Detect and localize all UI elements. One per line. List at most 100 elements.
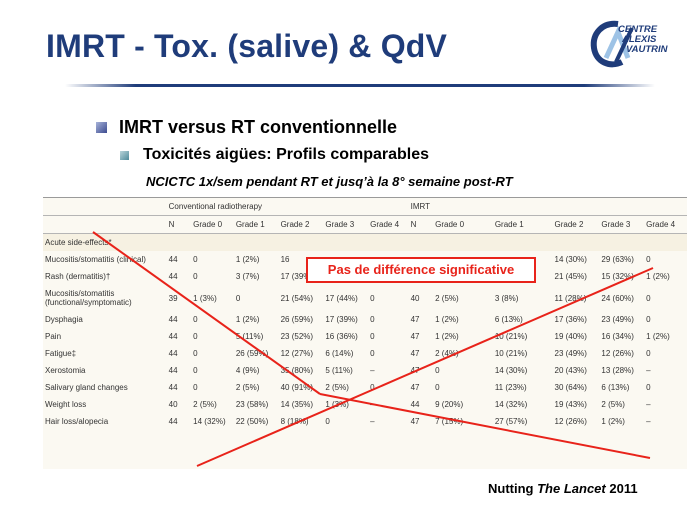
annotation-box: Pas de différence significative	[306, 257, 536, 283]
table-cell: 12 (26%)	[601, 349, 634, 358]
table-row: Xerostomia 44 0 4 (9%) 35 (80%) 5 (11%) – 47 0 14…	[43, 362, 687, 379]
logo-text: CENTRE ALEXIS VAUTRIN	[618, 25, 668, 55]
table-row: Dysphagia 44 0 1 (2%) 26 (59%) 17 (39%) 0 47 1 (…	[43, 311, 687, 328]
table-cell: 21 (45%)	[554, 272, 587, 281]
centre-alexis-vautrin-logo: CENTRE ALEXIS VAUTRIN	[588, 18, 678, 72]
table-cell: 1 (2%)	[235, 255, 260, 264]
table-cell: 26 (59%)	[280, 315, 314, 324]
table-cell: 1 (2%)	[646, 272, 670, 281]
column-header: Grade 4	[644, 215, 687, 234]
citation-author: Nutting	[488, 481, 534, 496]
table-cell: 44	[168, 383, 178, 392]
square-bullet-icon	[96, 122, 107, 133]
section-row: Acute side-effects*	[43, 233, 687, 251]
table-cell: 23 (49%)	[554, 349, 587, 358]
column-header: Grade 3	[323, 215, 369, 234]
table-cell: 3 (8%)	[494, 293, 519, 303]
table-row: Pain 44 0 5 (11%) 23 (52%) 16 (36%) 0 47 1 (2%) 1…	[43, 328, 687, 345]
table-cell: 23 (49%)	[601, 315, 634, 324]
table-cell: 1 (2%)	[235, 315, 260, 324]
table-cell: 40	[168, 400, 178, 409]
table-cell: 14 (35%)	[280, 400, 314, 409]
title-divider	[65, 84, 655, 87]
table-cell: 5 (11%)	[235, 332, 264, 341]
table-cell: 27 (57%)	[494, 417, 528, 426]
table-cell: 1 (2%)	[646, 332, 670, 341]
table-cell: –	[370, 366, 375, 375]
table-cell: 1 (2%)	[435, 332, 459, 341]
table-cell: 0	[193, 255, 198, 264]
table-cell: 2 (5%)	[235, 383, 260, 392]
table-cell: 4 (9%)	[235, 366, 260, 375]
methodology-note: NCICTC 1x/sem pendant RT et jusq’à la 8°…	[146, 174, 513, 189]
table-row: Mucositis/stomatitis (functional/symptom…	[43, 285, 687, 311]
column-header: Grade 0	[191, 215, 234, 234]
table-cell: 15 (32%)	[601, 272, 634, 281]
table-cell: 19 (40%)	[554, 332, 587, 341]
row-label: Xerostomia	[45, 366, 86, 375]
table-cell: 0	[193, 315, 198, 324]
table-cell: 40	[410, 293, 420, 303]
table-cell: 30 (64%)	[554, 383, 587, 392]
table-cell: 17 (39%)	[325, 315, 358, 324]
table-cell: 6 (13%)	[494, 315, 523, 324]
table-cell: 6 (14%)	[325, 349, 354, 358]
table-cell: 14 (30%)	[554, 255, 587, 264]
toxicity-table: Conventional radiotherapy IMRT N Grade 0…	[43, 198, 687, 430]
column-header: Grade 2	[552, 215, 600, 234]
table-cell: 16 (36%)	[325, 332, 358, 341]
table-cell: 0	[435, 366, 440, 375]
bullet-level-2: Toxicités aigües: Profils comparables	[120, 146, 429, 164]
row-label: Mucositis/stomatitis (functional/symptom…	[45, 289, 132, 307]
table-cell: 44	[168, 417, 178, 426]
table-cell: 22 (50%)	[235, 417, 269, 426]
group-header-conventional: Conventional radiotherapy	[166, 198, 409, 216]
table-cell: 0	[646, 255, 651, 264]
table-cell: 40 (91%)	[280, 383, 314, 392]
table-cell: 0	[193, 366, 198, 375]
table-cell: 0	[370, 332, 375, 341]
column-header: N	[408, 215, 434, 234]
table-cell: 0	[193, 272, 198, 281]
toxicity-table-image: Conventional radiotherapy IMRT N Grade 0…	[43, 197, 687, 469]
table-cell: 44	[168, 272, 178, 281]
table-cell: 6 (13%)	[601, 383, 630, 392]
table-cell: 3 (7%)	[235, 272, 260, 281]
citation-journal: The Lancet	[537, 481, 606, 496]
table-row: Weight loss 40 2 (5%) 23 (58%) 14 (35%) 1 (3%…	[43, 396, 687, 413]
square-bullet-icon	[120, 150, 129, 160]
table-cell: 1 (3%)	[325, 400, 349, 409]
table-cell: 26 (59%)	[235, 349, 269, 358]
row-label: Rash (dermatitis)†	[45, 272, 111, 281]
table-cell: 44	[168, 315, 178, 324]
table-cell: 2 (5%)	[193, 400, 217, 409]
column-header: Grade 4	[368, 215, 409, 234]
table-cell: 23 (52%)	[280, 332, 314, 341]
table-cell: 10 (21%)	[494, 332, 528, 341]
column-header: Grade 1	[233, 215, 279, 234]
table-cell: 11 (28%)	[554, 293, 587, 303]
table-cell: 23 (58%)	[235, 400, 269, 409]
table-header-row: N Grade 0 Grade 1 Grade 2 Grade 3 Grade …	[43, 215, 687, 234]
citation-year: 2011	[609, 481, 638, 496]
row-label: Mucositis/stomatitis (clinical)	[45, 255, 146, 264]
table-cell: 0	[646, 383, 651, 392]
table-cell: 14 (32%)	[193, 417, 226, 426]
table-cell: 44	[168, 255, 178, 264]
table-cell: 1 (2%)	[435, 315, 459, 324]
table-cell: 0	[370, 315, 375, 324]
table-cell: –	[370, 417, 375, 426]
table-cell: 5 (11%)	[325, 366, 353, 375]
bullet-1-text: IMRT versus RT conventionnelle	[119, 117, 398, 137]
table-cell: 12 (26%)	[554, 417, 587, 426]
table-cell: 47	[410, 332, 420, 341]
table-cell: –	[646, 366, 651, 375]
logo-line-3: VAUTRIN	[626, 44, 668, 55]
table-cell: 2 (5%)	[601, 400, 625, 409]
table-cell: 8 (18%)	[280, 417, 309, 426]
table-cell: 0	[193, 332, 198, 341]
table-cell: 2 (5%)	[325, 383, 349, 392]
table-cell: 0	[235, 293, 241, 303]
slide-title: IMRT - Tox. (salive) & QdV	[46, 28, 448, 64]
table-cell: 14 (32%)	[494, 400, 528, 409]
